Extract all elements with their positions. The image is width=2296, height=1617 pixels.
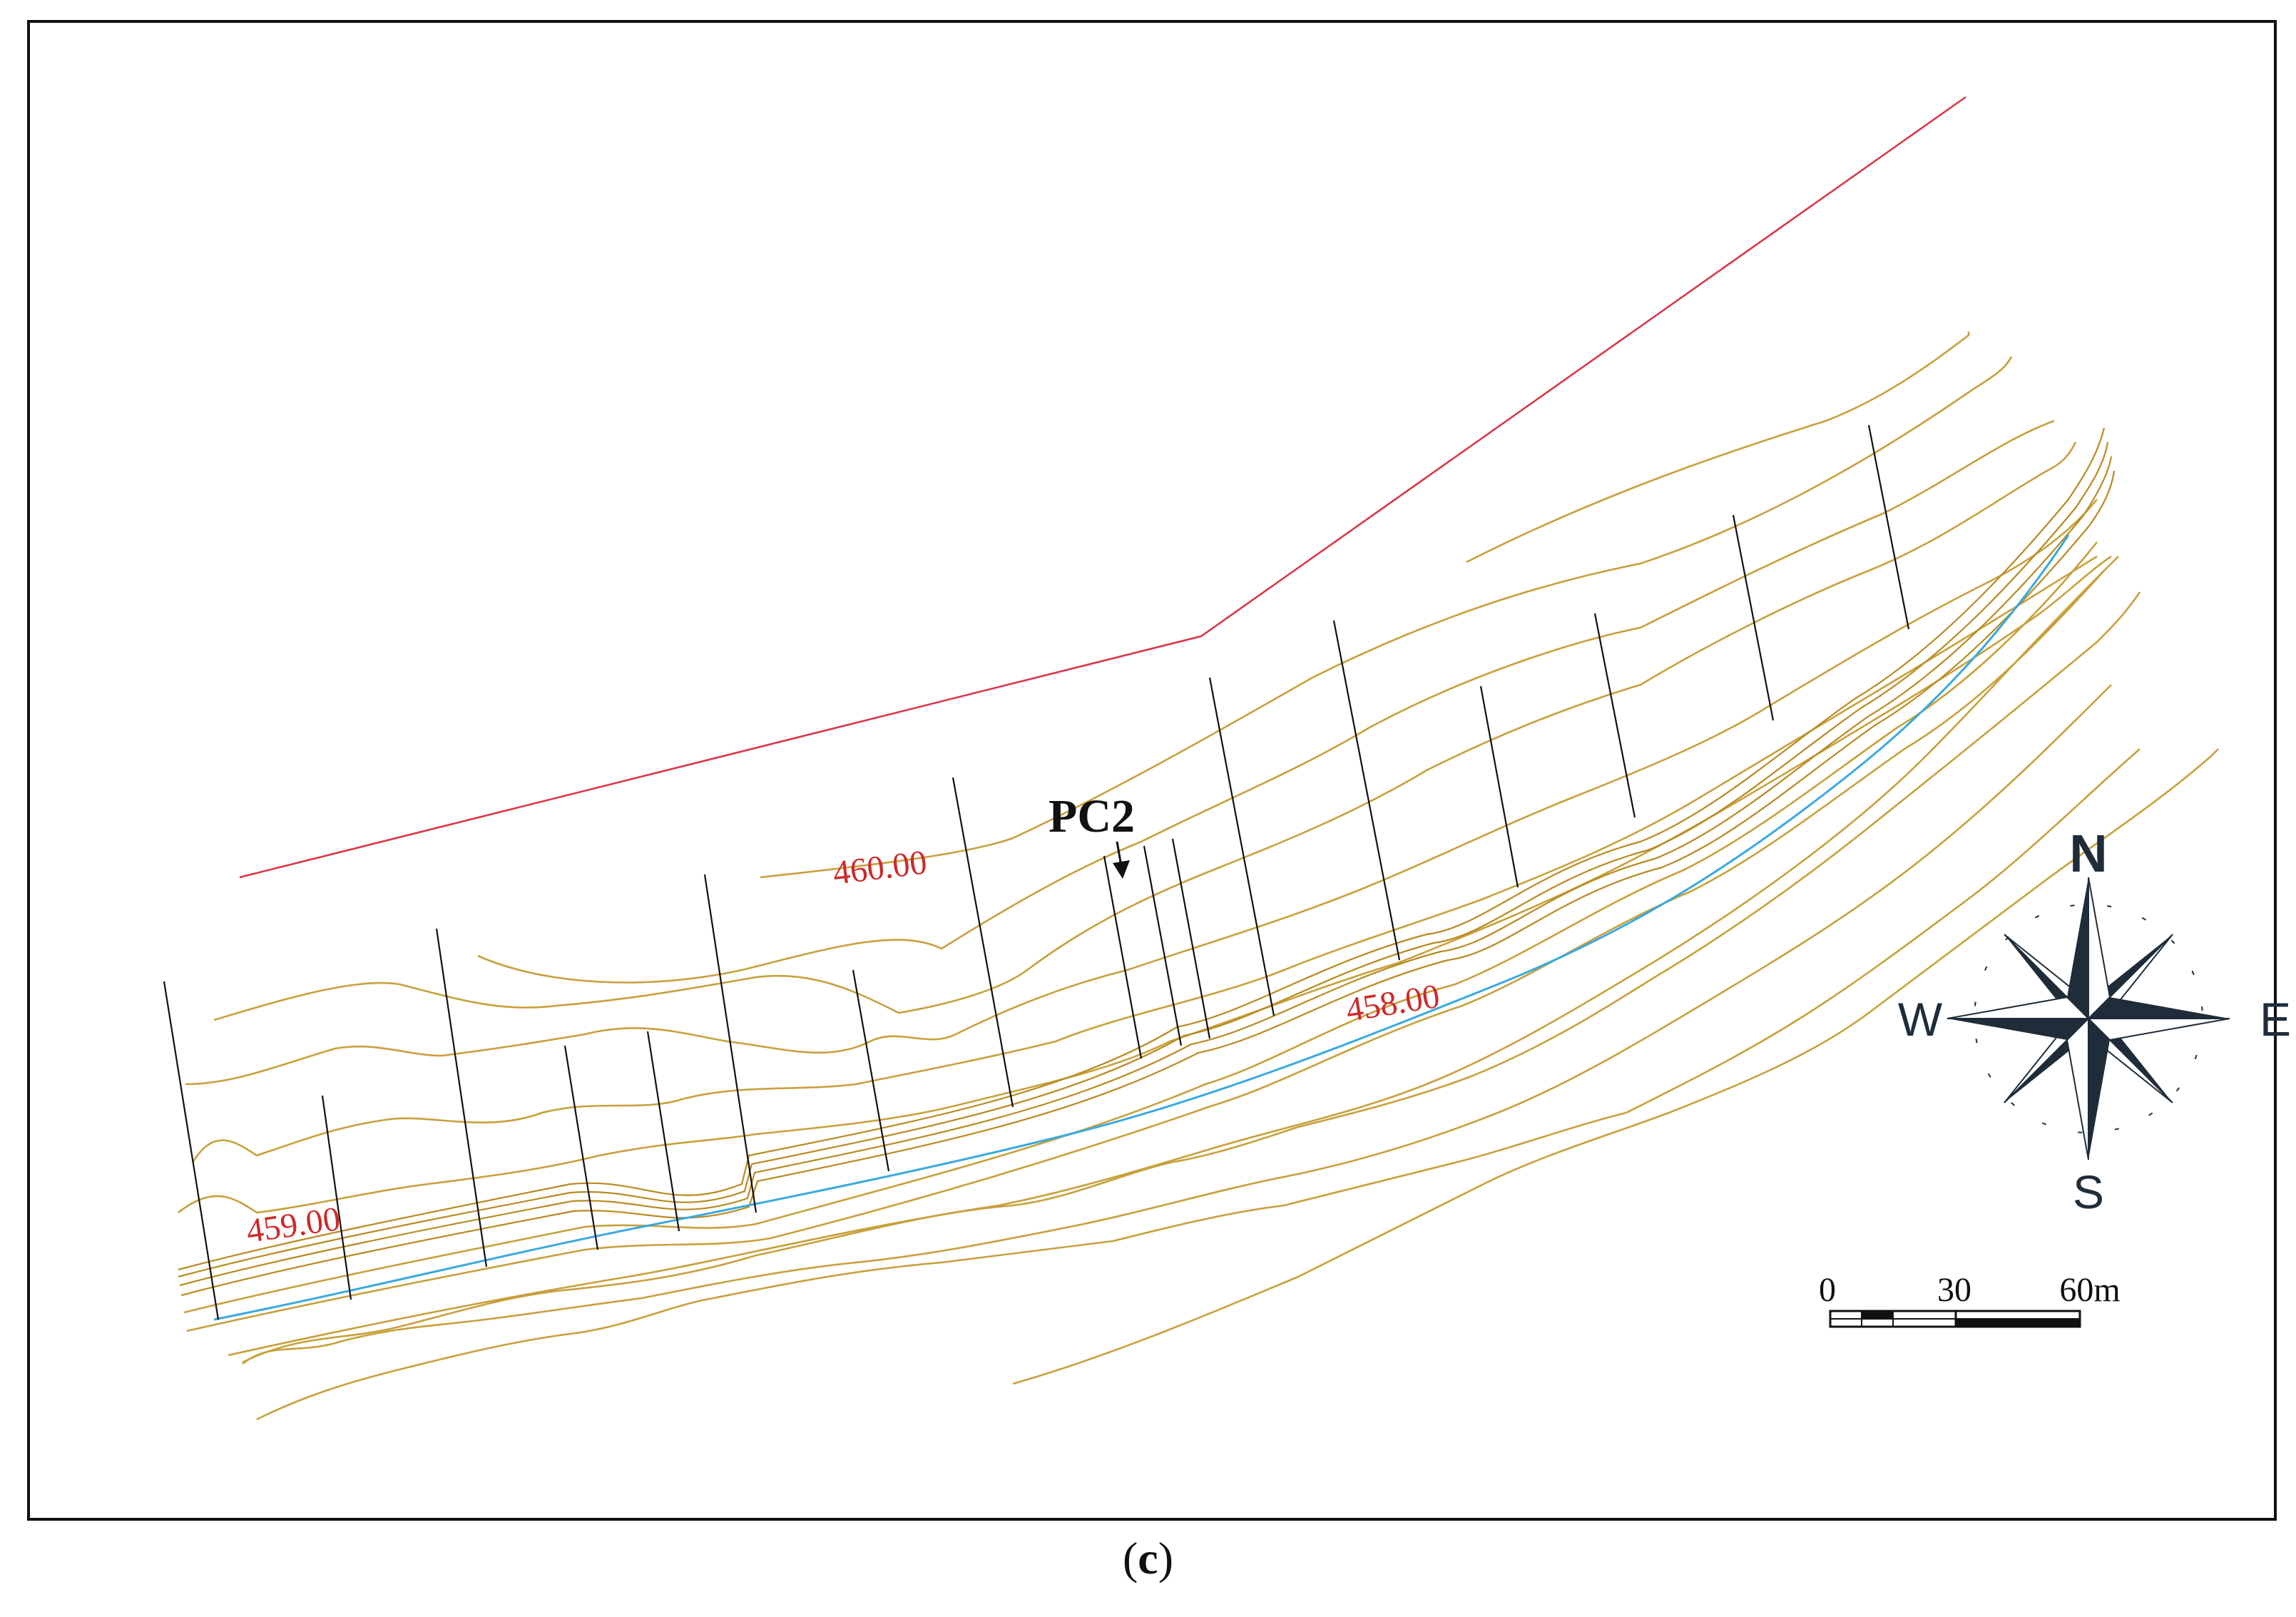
compass-east: E [2260,993,2291,1046]
map-border [27,20,2277,1521]
compass-north: N [2069,824,2107,883]
scale-tick-0: 0 [1819,1271,1836,1309]
river-line [213,534,2070,1321]
cross-section-line [1732,514,1775,721]
contour-line [213,442,2077,1021]
compass-south: S [2073,1165,2104,1218]
cross-section-line [1208,677,1275,1016]
scale-bar: 0 30 60m [1819,1271,2121,1328]
caption-close-paren: ) [1158,1533,1174,1583]
cross-section-line [163,981,220,1320]
scale-tick-60: 60m [2059,1271,2120,1309]
cross-section-line [646,1031,680,1232]
bank-contour [186,570,2105,1332]
scale-tick-30: 30 [1937,1271,1971,1309]
cross-section-line [1867,424,1910,630]
cross-sections [163,424,1910,1320]
compass-cardinal-points [1947,877,2230,1161]
contour-line [477,419,2055,984]
contour-line [1466,332,1970,563]
bank-contour [180,470,2116,1297]
contour-line [256,748,2141,1421]
bank-contour [178,427,2106,1271]
contour-line [228,556,2119,1357]
cross-section-line [1103,855,1143,1059]
cross-section-line [1171,838,1211,1039]
contour-label-458: 458.00 [1343,977,1442,1029]
caption-open-paren: ( [1122,1533,1138,1583]
boundary-line [239,96,1966,879]
cross-section-line [563,1045,599,1250]
contour-line [242,684,2112,1365]
contour-line [185,499,2098,1086]
bank-contours [178,427,2116,1332]
cross-section-line [1332,620,1401,961]
contour-line [760,356,2013,879]
contour-lines [178,332,2112,1214]
cross-section-line [1479,685,1519,888]
compass-west: W [1898,993,1943,1046]
cross-section-line [1143,845,1183,1046]
cross-section-line [703,874,757,1213]
cross-section-line [321,1095,352,1300]
bank-contour [178,442,2109,1278]
bank-contour [179,456,2113,1287]
cross-section-line [1593,613,1636,818]
contour-label-460: 460.00 [831,843,929,892]
contour-line [1012,748,2219,1385]
contour-line [191,555,2098,1163]
caption-letter: c [1138,1533,1158,1583]
cross-section-line [435,928,488,1267]
cross-section-line [852,969,890,1172]
cross-section-line [951,777,1014,1108]
lower-contours [228,556,2219,1421]
contour-label-459: 459.00 [244,1200,342,1250]
bank-contour [183,541,2098,1314]
figure-caption: (c) [0,1532,2296,1585]
section-marker-label: PC2 [1048,790,1135,842]
compass-rose: N S E W [1898,824,2291,1218]
contour-line [242,591,2141,1364]
section-marker-arrowhead [1113,860,1130,879]
